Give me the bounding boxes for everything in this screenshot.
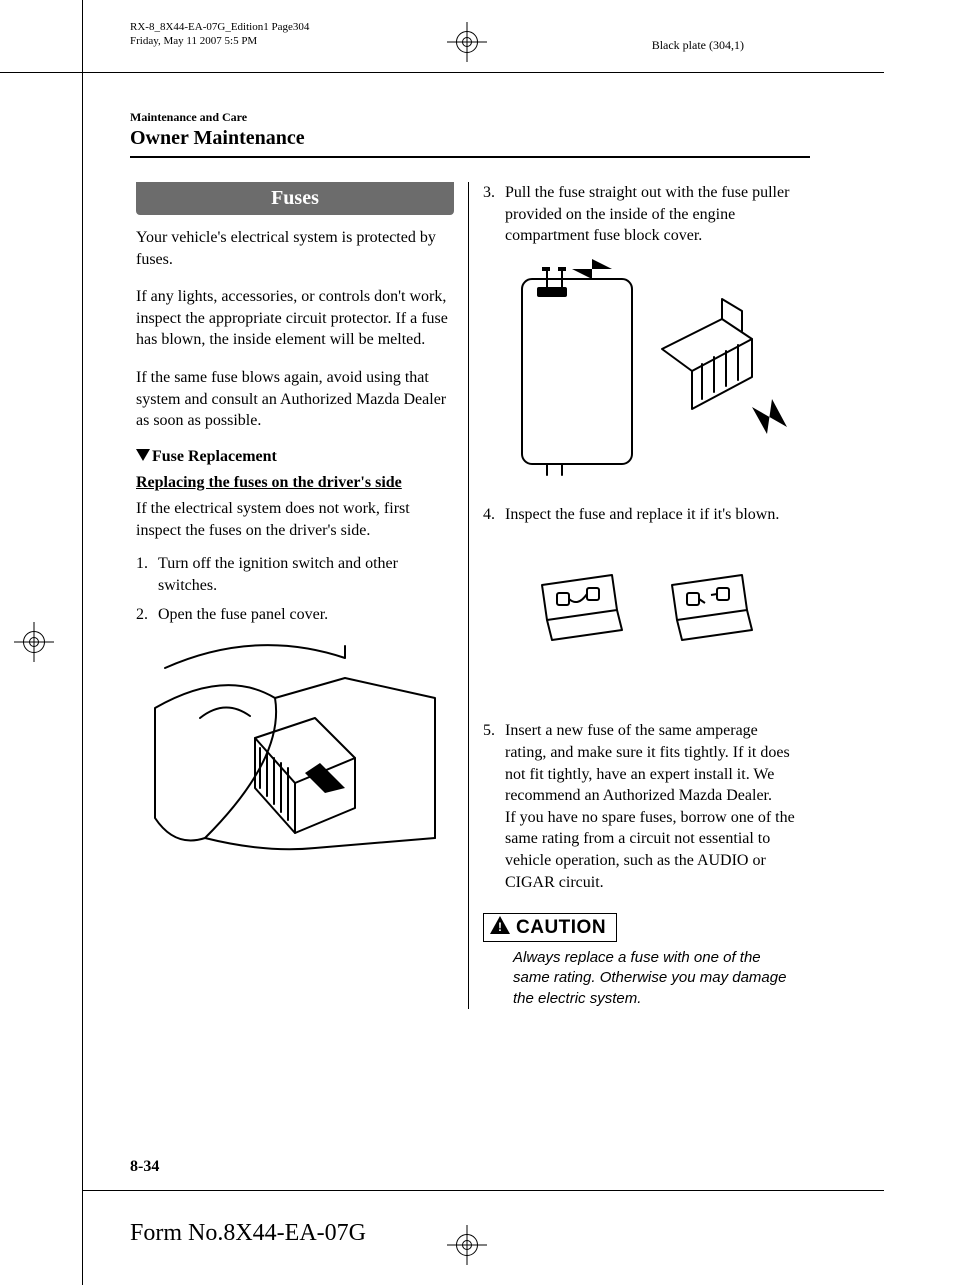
file-line-2: Friday, May 11 2007 5:5 PM	[130, 34, 309, 48]
print-metadata: RX-8_8X44-EA-07G_Edition1 Page304 Friday…	[130, 20, 309, 49]
step-5: Insert a new fuse of the same amperage r…	[483, 720, 801, 893]
subheading-text: Fuse Replacement	[152, 448, 277, 465]
step-4: Inspect the fuse and replace it if it's …	[483, 504, 801, 526]
intro-paragraph-2: If any lights, accessories, or controls …	[136, 286, 454, 351]
steps-right-3: Pull the fuse straight out with the fuse…	[483, 182, 801, 247]
warning-icon: !	[490, 916, 510, 939]
page-content: Maintenance and Care Owner Maintenance F…	[130, 110, 810, 1009]
subsub-body: If the electrical system does not work, …	[136, 498, 454, 541]
black-plate-label: Black plate (304,1)	[652, 38, 744, 53]
subheading-fuse-replacement: Fuse Replacement	[136, 448, 454, 466]
subsubheading: Replacing the fuses on the driver's side	[136, 474, 454, 492]
step-1: Turn off the ignition switch and other s…	[136, 553, 454, 596]
figure-fuse-panel	[136, 638, 454, 873]
crop-mark-bottom	[82, 1190, 884, 1191]
registration-mark-top	[447, 22, 487, 62]
column-divider	[468, 182, 469, 1009]
crop-mark-left	[82, 0, 83, 1285]
chapter-label: Maintenance and Care	[130, 110, 810, 125]
steps-right-5: Insert a new fuse of the same amperage r…	[483, 720, 801, 893]
step-3: Pull the fuse straight out with the fuse…	[483, 182, 801, 247]
title-rule	[130, 156, 810, 158]
caution-box: ! CAUTION	[483, 913, 617, 942]
steps-left: Turn off the ignition switch and other s…	[136, 553, 454, 626]
form-number: Form No.8X44-EA-07G	[130, 1220, 366, 1247]
topic-banner: Fuses	[136, 182, 454, 215]
figure-fuse-puller	[483, 259, 801, 484]
column-left: Fuses Your vehicle's electrical system i…	[130, 182, 460, 893]
registration-mark-left	[14, 622, 54, 662]
step-2: Open the fuse panel cover.	[136, 604, 454, 626]
triangle-down-icon	[136, 448, 150, 466]
intro-paragraph-1: Your vehicle's electrical system is prot…	[136, 227, 454, 270]
page-number: 8-34	[130, 1158, 159, 1176]
steps-right-4: Inspect the fuse and replace it if it's …	[483, 504, 801, 526]
svg-text:!: !	[498, 920, 502, 934]
two-column-layout: Fuses Your vehicle's electrical system i…	[130, 182, 810, 1009]
caution-text: Always replace a fuse with one of the sa…	[483, 948, 801, 1009]
registration-mark-bottom	[447, 1225, 487, 1265]
intro-paragraph-3: If the same fuse blows again, avoid usin…	[136, 367, 454, 432]
figure-fuses	[483, 555, 801, 660]
column-right: Pull the fuse straight out with the fuse…	[477, 182, 807, 1009]
section-title: Owner Maintenance	[130, 127, 810, 150]
crop-mark-top	[0, 72, 884, 73]
caution-label: CAUTION	[516, 917, 606, 939]
file-line-1: RX-8_8X44-EA-07G_Edition1 Page304	[130, 20, 309, 34]
